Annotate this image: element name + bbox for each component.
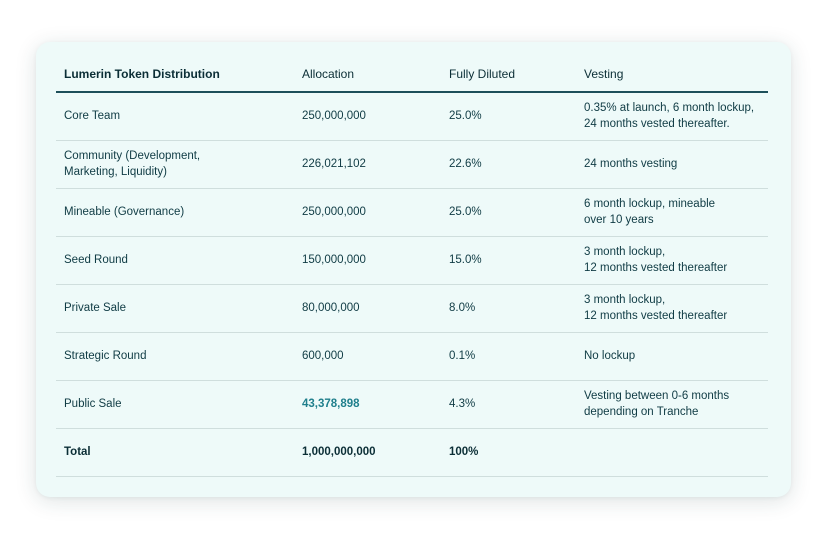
allocation-cell: 600,000: [294, 332, 441, 381]
fully-diluted-cell: 4.3%: [441, 380, 576, 429]
table-title: Lumerin Token Distribution: [56, 56, 294, 93]
allocation-cell: 43,378,898: [294, 380, 441, 429]
column-header-vesting: Vesting: [576, 56, 768, 93]
table-row: Core Team 250,000,000 25.0% 0.35% at launch…: [56, 92, 768, 141]
table-row: Seed Round 150,000,000 15.0% 3 month lockup…: [56, 236, 768, 285]
category-cell: Community (Development, Marketing, Liquid…: [56, 140, 294, 189]
category-cell: Strategic Round: [56, 332, 294, 381]
category-cell: Seed Round: [56, 236, 294, 285]
table-row: Public Sale 43,378,898 4.3% Vesting between…: [56, 380, 768, 429]
category-cell: Private Sale: [56, 284, 294, 333]
vesting-cell: 6 month lockup, mineable over 10 years: [576, 188, 768, 237]
table-header-row: Lumerin Token Distribution Allocation Fu…: [56, 56, 768, 93]
fully-diluted-cell: 22.6%: [441, 140, 576, 189]
allocation-cell: 250,000,000: [294, 188, 441, 237]
fully-diluted-cell: 15.0%: [441, 236, 576, 285]
category-cell: Total: [56, 428, 294, 477]
total-row: Total 1,000,000,000 100%: [56, 428, 768, 477]
vesting-cell: 0.35% at launch, 6 month lockup, 24 month…: [576, 92, 768, 141]
allocation-cell: 1,000,000,000: [294, 428, 441, 477]
fully-diluted-cell: 25.0%: [441, 188, 576, 237]
vesting-cell: [576, 428, 768, 477]
category-cell: Mineable (Governance): [56, 188, 294, 237]
table-row: Strategic Round 600,000 0.1% No lockup: [56, 332, 768, 381]
vesting-cell: Vesting between 0-6 months depending on T…: [576, 380, 768, 429]
fully-diluted-cell: 0.1%: [441, 332, 576, 381]
table-row: Community (Development, Marketing, Liquid…: [56, 140, 768, 189]
category-cell: Public Sale: [56, 380, 294, 429]
column-header-allocation: Allocation: [294, 56, 441, 93]
allocation-cell: 150,000,000: [294, 236, 441, 285]
vesting-cell: 24 months vesting: [576, 140, 768, 189]
allocation-cell: 226,021,102: [294, 140, 441, 189]
vesting-cell: 3 month lockup, 12 months vested thereaft…: [576, 236, 768, 285]
table-row: Private Sale 80,000,000 8.0% 3 month lockup…: [56, 284, 768, 333]
table-row: Mineable (Governance) 250,000,000 25.0% 6 m…: [56, 188, 768, 237]
allocation-cell: 250,000,000: [294, 92, 441, 141]
vesting-cell: 3 month lockup, 12 months vested thereaft…: [576, 284, 768, 333]
category-cell: Core Team: [56, 92, 294, 141]
fully-diluted-cell: 8.0%: [441, 284, 576, 333]
token-distribution-table: Lumerin Token Distribution Allocation Fu…: [56, 56, 768, 477]
token-distribution-card: Lumerin Token Distribution Allocation Fu…: [36, 42, 791, 497]
column-header-fully-diluted: Fully Diluted: [441, 56, 576, 93]
fully-diluted-cell: 100%: [441, 428, 576, 477]
vesting-cell: No lockup: [576, 332, 768, 381]
allocation-cell: 80,000,000: [294, 284, 441, 333]
fully-diluted-cell: 25.0%: [441, 92, 576, 141]
